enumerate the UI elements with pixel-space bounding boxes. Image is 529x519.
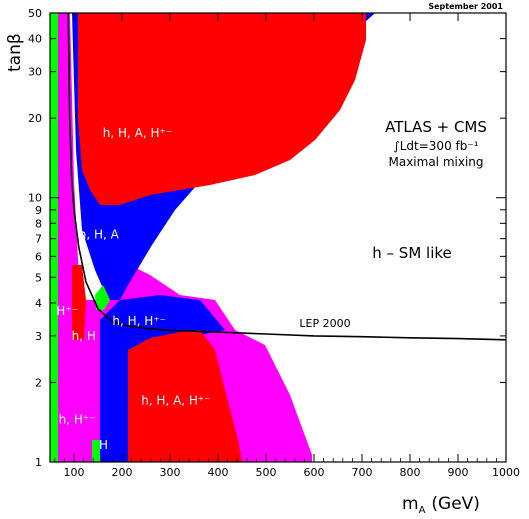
region-green-mid (95, 285, 110, 310)
y-tick-label: 10 (28, 192, 42, 205)
x-tick-label: 300 (160, 466, 181, 479)
region-label: h, H (72, 329, 96, 343)
luminosity-annotation: ∫Ldt=300 fb⁻¹ (393, 139, 478, 153)
region-red-lower (128, 330, 242, 462)
y-axis-title: tanβ (5, 33, 25, 72)
region-label: h, H, A, H⁺⁻ (141, 394, 210, 408)
region-labels: h, H, A, H⁺⁻ h, H, A h, H, H⁺⁻ h, H H⁺⁻ h, H,… (56, 126, 210, 452)
region-red-top (78, 13, 366, 205)
region-label: H⁺⁻ (56, 304, 78, 318)
x-tick-label: 100 (64, 466, 85, 479)
y-tick-label: 8 (35, 217, 42, 230)
y-tick-label: 3 (35, 330, 42, 343)
region-label: h, H, A, H⁺⁻ (103, 126, 172, 140)
y-tick-label: 9 (35, 204, 42, 217)
y-tick-label: 6 (35, 250, 42, 263)
region-red-strip (72, 265, 86, 340)
region-green-left (50, 13, 58, 462)
x-axis-title: mA (GeV) (402, 494, 480, 516)
lep-curve-layer (67, 13, 506, 341)
lep-curve (67, 13, 506, 341)
region-green-bottom (92, 440, 100, 462)
regions-layer (50, 13, 375, 462)
sm-like-annotation: h – SM like (372, 244, 452, 262)
y-tick-label: 1 (35, 456, 42, 469)
plot-frame (49, 12, 507, 463)
x-tick-label: 900 (448, 466, 469, 479)
y-tick-label: 7 (35, 233, 42, 246)
y-tick-label: 20 (28, 112, 42, 125)
x-tick-label: 200 (112, 466, 133, 479)
scenario-annotation: Maximal mixing (388, 155, 483, 169)
x-tick-label: 1000 (492, 466, 520, 479)
x-tick-label: 400 (208, 466, 229, 479)
y-tick-label: 4 (35, 297, 42, 310)
date-stamp: September 2001 (428, 2, 503, 11)
x-tick-label: 700 (352, 466, 373, 479)
y-tick-label: 50 (28, 7, 42, 20)
y-tick-label: 40 (28, 33, 42, 46)
x-ticks: 100 200 300 400 500 600 700 800 900 1000 (54, 13, 520, 479)
x-tick-label: 600 (304, 466, 325, 479)
experiment-annotation: ATLAS + CMS (385, 118, 487, 136)
region-label: h, H⁺⁻ (59, 412, 96, 426)
x-tick-label: 500 (256, 466, 277, 479)
region-magenta-strip (58, 13, 80, 462)
region-label: h, H, A (79, 228, 120, 242)
y-tick-label: 5 (35, 271, 42, 284)
x-tick-label: 800 (400, 466, 421, 479)
lep-annotation: LEP 2000 (299, 317, 350, 330)
y-tick-label: 2 (35, 376, 42, 389)
region-label: h, H, H⁺⁻ (112, 314, 166, 328)
region-blue-lower (100, 295, 225, 462)
region-label: H (99, 438, 108, 452)
y-tick-label: 30 (28, 66, 42, 79)
